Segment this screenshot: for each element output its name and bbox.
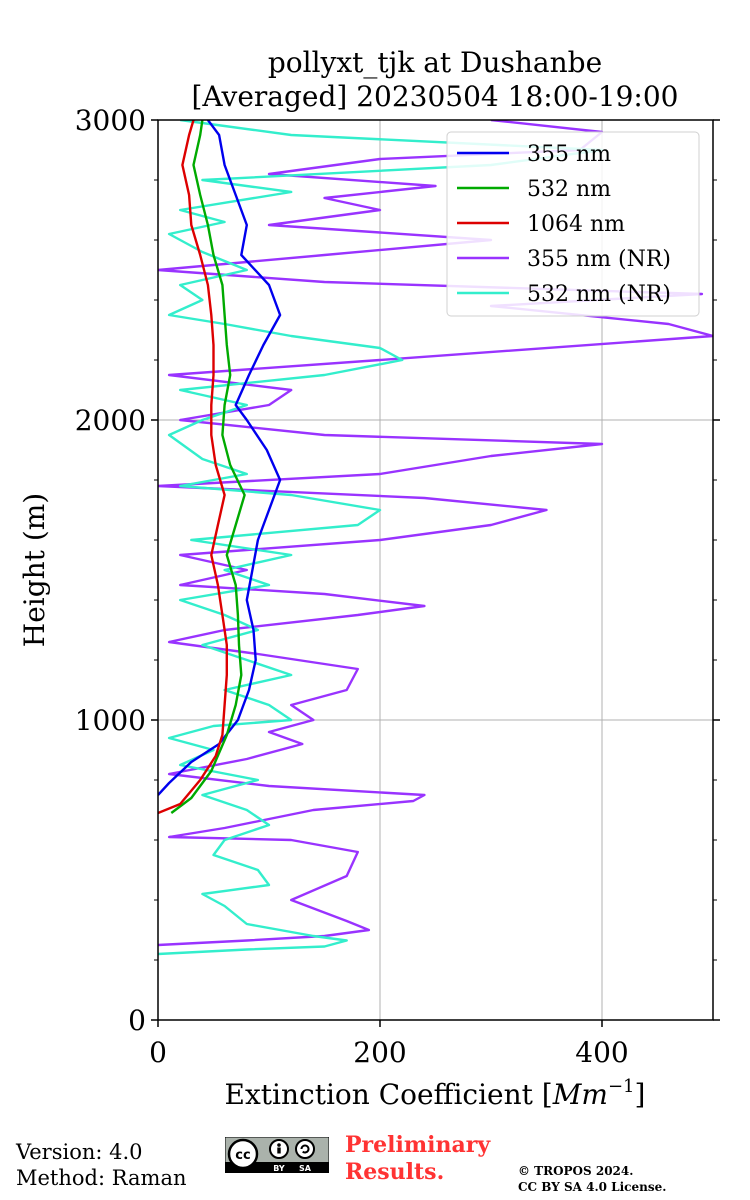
series-line-355-nm-nr- xyxy=(158,120,713,947)
svg-text:cc: cc xyxy=(235,1148,250,1163)
x-axis-label: Extinction Coefficient [Mm−1] xyxy=(225,1076,646,1111)
plot-frame xyxy=(157,119,714,1021)
version-text: Version: 4.0 xyxy=(16,1140,143,1164)
series-line-1064-nm xyxy=(158,120,228,815)
legend-label: 355 nm xyxy=(527,142,611,167)
y-tick-label: 2000 xyxy=(75,404,146,437)
method-text: Method: Raman xyxy=(16,1166,187,1190)
x-tick-label: 0 xyxy=(149,1036,167,1069)
svg-text:SA: SA xyxy=(299,1164,312,1173)
legend: 355 nm 532 nm 1064 nm 355 nm (NR) 532 nm (NR… xyxy=(446,131,700,317)
chart-title-line1: pollyxt_tjk at Dushanbe xyxy=(268,46,602,79)
y-axis-label: Height (m) xyxy=(18,493,51,647)
y-tick-label: 3000 xyxy=(75,104,146,137)
series-line-532-nm xyxy=(170,120,246,814)
axis-ticks: 0 200 400 0 1000 2000 3000 xyxy=(75,104,720,1069)
legend-label: 532 nm xyxy=(527,177,611,202)
legend-box xyxy=(446,131,700,317)
y-tick-label: 1000 xyxy=(75,704,146,737)
legend-label: 1064 nm xyxy=(527,212,625,237)
results-text: Results. xyxy=(345,1159,445,1185)
series-line-355-nm xyxy=(158,120,282,796)
copyright-text: © TROPOS 2024. xyxy=(518,1164,634,1178)
extinction-profile-chart: 0 200 400 0 1000 2000 3000 pollyxt_tjk at Dush… xyxy=(18,46,720,1111)
sa-icon xyxy=(295,1139,315,1159)
legend-label: 532 nm (NR) xyxy=(527,282,671,307)
svg-text:BY: BY xyxy=(273,1164,285,1173)
x-tick-label: 400 xyxy=(575,1036,628,1069)
series-layer xyxy=(158,120,713,956)
chart-title-line2: [Averaged] 20230504 18:00-19:00 xyxy=(192,80,679,113)
cc-by-sa-logo: cc BY SA xyxy=(225,1137,329,1173)
license-text: CC BY SA 4.0 License. xyxy=(518,1180,667,1194)
y-tick-label: 0 xyxy=(128,1004,146,1037)
cc-icon xyxy=(227,1138,259,1170)
x-tick-label: 200 xyxy=(353,1036,406,1069)
series-line-532-nm-nr- xyxy=(158,120,604,956)
legend-label: 355 nm (NR) xyxy=(527,247,671,272)
preliminary-text: Preliminary xyxy=(345,1132,491,1158)
